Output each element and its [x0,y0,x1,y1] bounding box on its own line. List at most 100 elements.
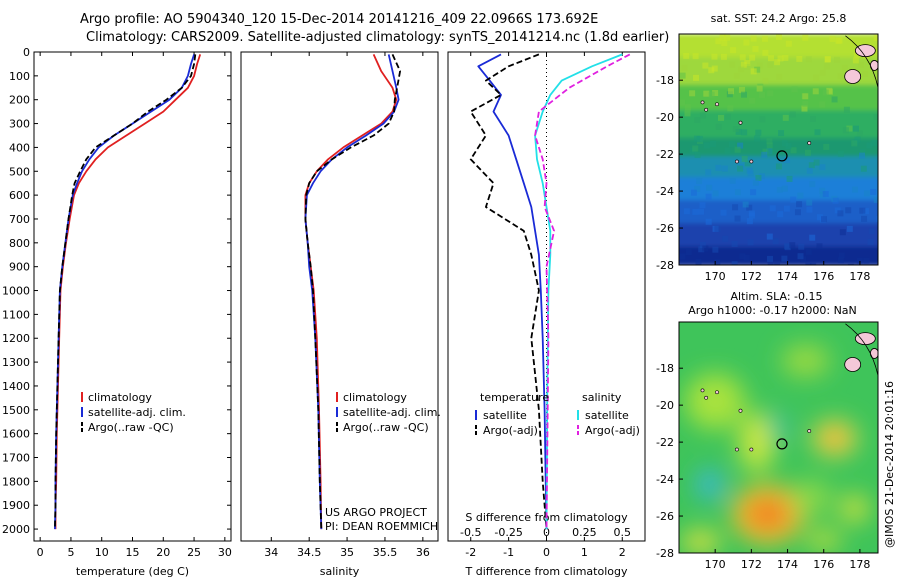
sst-pixel [714,259,721,265]
sst-pixel [794,209,801,216]
sst-pixel [708,91,715,98]
sst-pixel [750,189,757,196]
sst-pixel [845,207,852,214]
sst-pixel [712,190,719,197]
sst-pixel [873,34,878,41]
sst-pixel [805,248,812,255]
x-tick-label: 1 [581,546,588,559]
map-x-tick-label: 172 [741,270,762,283]
sst-pixel [819,69,826,76]
sst-pixel [737,165,744,172]
sst-pixel [761,35,768,42]
sst-pixel [721,40,728,47]
sst-pixel [859,207,866,214]
map-frame [678,33,879,266]
sst-pixel [846,225,853,232]
sst-pixel [808,162,815,169]
x-tick-label: 20 [156,546,170,559]
sla-colour-field [680,344,869,553]
sst-pixel [754,66,761,73]
sst-pixel [852,186,859,193]
island [844,357,862,372]
sst-pixel [823,143,830,150]
sla-anomaly [738,412,775,473]
y-tick-label: 600 [9,189,30,202]
plot-frame [240,51,439,542]
reef-outline [845,35,878,88]
small-island [700,388,705,393]
sst-pixel [718,114,725,121]
legend-label: satellite [585,409,629,422]
sst-pixel [719,34,726,41]
sst-pixel [728,88,735,95]
legend-label: climatology [343,391,407,404]
sst-pixel [797,192,804,199]
sst-pixel [684,104,691,111]
y-tick-label: 1400 [2,380,30,393]
sst-pixel [829,35,836,42]
sst-pixel [720,209,727,216]
sst-pixel [862,208,869,215]
sst-pixel [721,165,728,172]
map-y-tick-label: -22 [656,148,674,161]
plot-frame [33,51,232,542]
sst-pixel [733,72,740,79]
sst-pixel [690,189,697,196]
x-tick-label: 5 [67,546,74,559]
sst-pixel [725,113,732,120]
sst-pixel [843,106,850,113]
sst-pixel [746,218,753,225]
sst-pixel [762,148,769,155]
sst-pixel [785,40,792,47]
sla-anomaly [768,413,789,442]
series-line-salinity-argo-adj- [534,53,631,530]
sst-pixel [774,262,781,265]
x-axis-label: T difference from climatology [465,565,628,578]
sst-pixel [806,167,813,174]
x-tick-label: 34.5 [297,546,322,559]
small-island [749,159,754,164]
sst-pixel [766,142,773,149]
x-axis-label: salinity [320,565,360,578]
sst-pixel [759,116,766,123]
x-tick-label: 35.5 [373,546,398,559]
y-tick-label: 1000 [2,285,30,298]
x-tick-label: 15 [126,546,140,559]
sst-pixel [856,130,863,137]
sst-pixel [816,214,823,221]
sst-pixel [727,105,734,112]
argo-location-marker [776,438,788,450]
island [854,332,876,346]
sst-pixel [873,197,878,204]
small-island [715,390,719,395]
y-tick-label: 1800 [2,475,30,488]
sst-pixel [702,245,709,252]
sla-anomaly [695,468,724,501]
sst-pixel [791,86,798,93]
sla-anomaly [781,344,830,377]
sst-pixel [838,252,845,259]
sst-pixel [789,111,796,118]
sst-pixel [692,208,699,215]
sst-pixel [706,184,713,191]
sst-pixel [679,99,686,106]
top-tick-label: 0.5 [614,526,632,539]
sst-pixel [839,229,846,236]
sst-band [679,84,878,112]
sst-pixel [731,261,738,265]
sst-pixel [714,225,721,232]
sst-pixel [774,59,781,66]
sla-anomaly [840,494,869,523]
x-tick-label: 10 [95,546,109,559]
map-field [679,322,878,553]
sst-pixel [790,147,797,154]
y-tick-label: 1100 [2,308,30,321]
y-tick-label: 0 [23,46,30,59]
map-y-tick-label: -20 [656,111,674,124]
sst-pixel [684,110,691,117]
map-y-tick-label: -24 [656,185,674,198]
sst-pixel [720,53,727,60]
map-y-tick-label: -22 [656,436,674,449]
legend-group-title: temperature [480,391,549,404]
sst-pixel [694,185,701,192]
